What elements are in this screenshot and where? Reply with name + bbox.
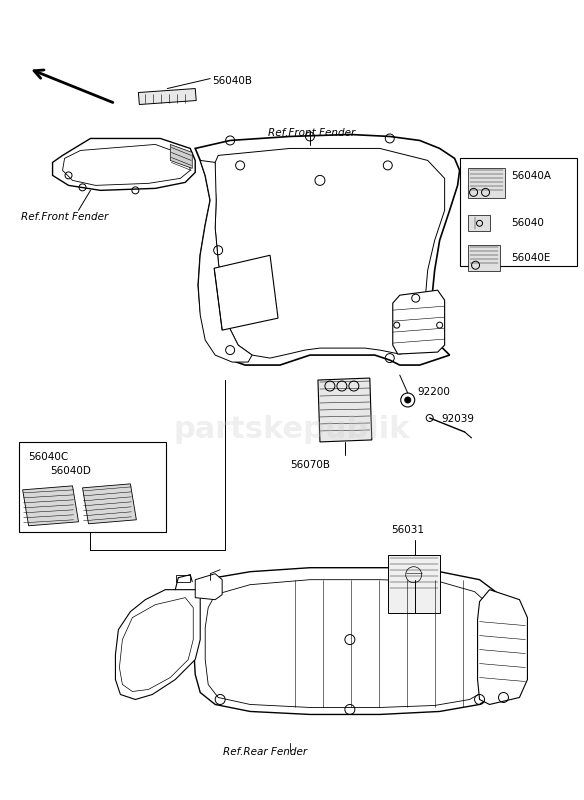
Polygon shape: [195, 134, 460, 365]
Polygon shape: [82, 484, 137, 524]
Polygon shape: [393, 290, 444, 354]
Text: 56040: 56040: [512, 218, 544, 228]
Polygon shape: [138, 89, 196, 105]
Bar: [19, 442, 166, 532]
Polygon shape: [62, 145, 190, 186]
Text: 56031: 56031: [391, 525, 424, 534]
Text: 92200: 92200: [418, 387, 451, 397]
Polygon shape: [193, 568, 509, 714]
Circle shape: [405, 397, 411, 403]
Polygon shape: [23, 486, 78, 526]
Polygon shape: [478, 590, 527, 705]
Bar: [176, 574, 190, 582]
Text: 56040E: 56040E: [512, 254, 551, 263]
Text: 92039: 92039: [442, 414, 475, 424]
Polygon shape: [116, 590, 200, 699]
Bar: [388, 554, 440, 613]
Text: 56040D: 56040D: [51, 466, 92, 476]
Bar: [460, 158, 578, 266]
Text: 56070B: 56070B: [290, 460, 330, 470]
Polygon shape: [119, 598, 193, 691]
Bar: [468, 246, 499, 271]
Polygon shape: [318, 378, 372, 442]
Text: 56040B: 56040B: [212, 75, 252, 86]
Polygon shape: [171, 145, 192, 169]
Polygon shape: [214, 149, 444, 358]
Polygon shape: [53, 138, 195, 190]
Polygon shape: [214, 255, 278, 330]
Text: Ref.Front Fender: Ref.Front Fender: [268, 129, 355, 138]
Polygon shape: [198, 161, 252, 362]
Text: Ref.Front Fender: Ref.Front Fender: [20, 212, 108, 222]
Polygon shape: [195, 574, 222, 600]
Polygon shape: [205, 580, 499, 707]
Text: partskepublik: partskepublik: [174, 415, 410, 445]
Text: Ref.Rear Fender: Ref.Rear Fender: [223, 747, 307, 758]
Bar: [468, 169, 506, 198]
Text: 56040C: 56040C: [29, 452, 69, 462]
Bar: [468, 215, 489, 231]
Text: 56040A: 56040A: [512, 171, 551, 182]
